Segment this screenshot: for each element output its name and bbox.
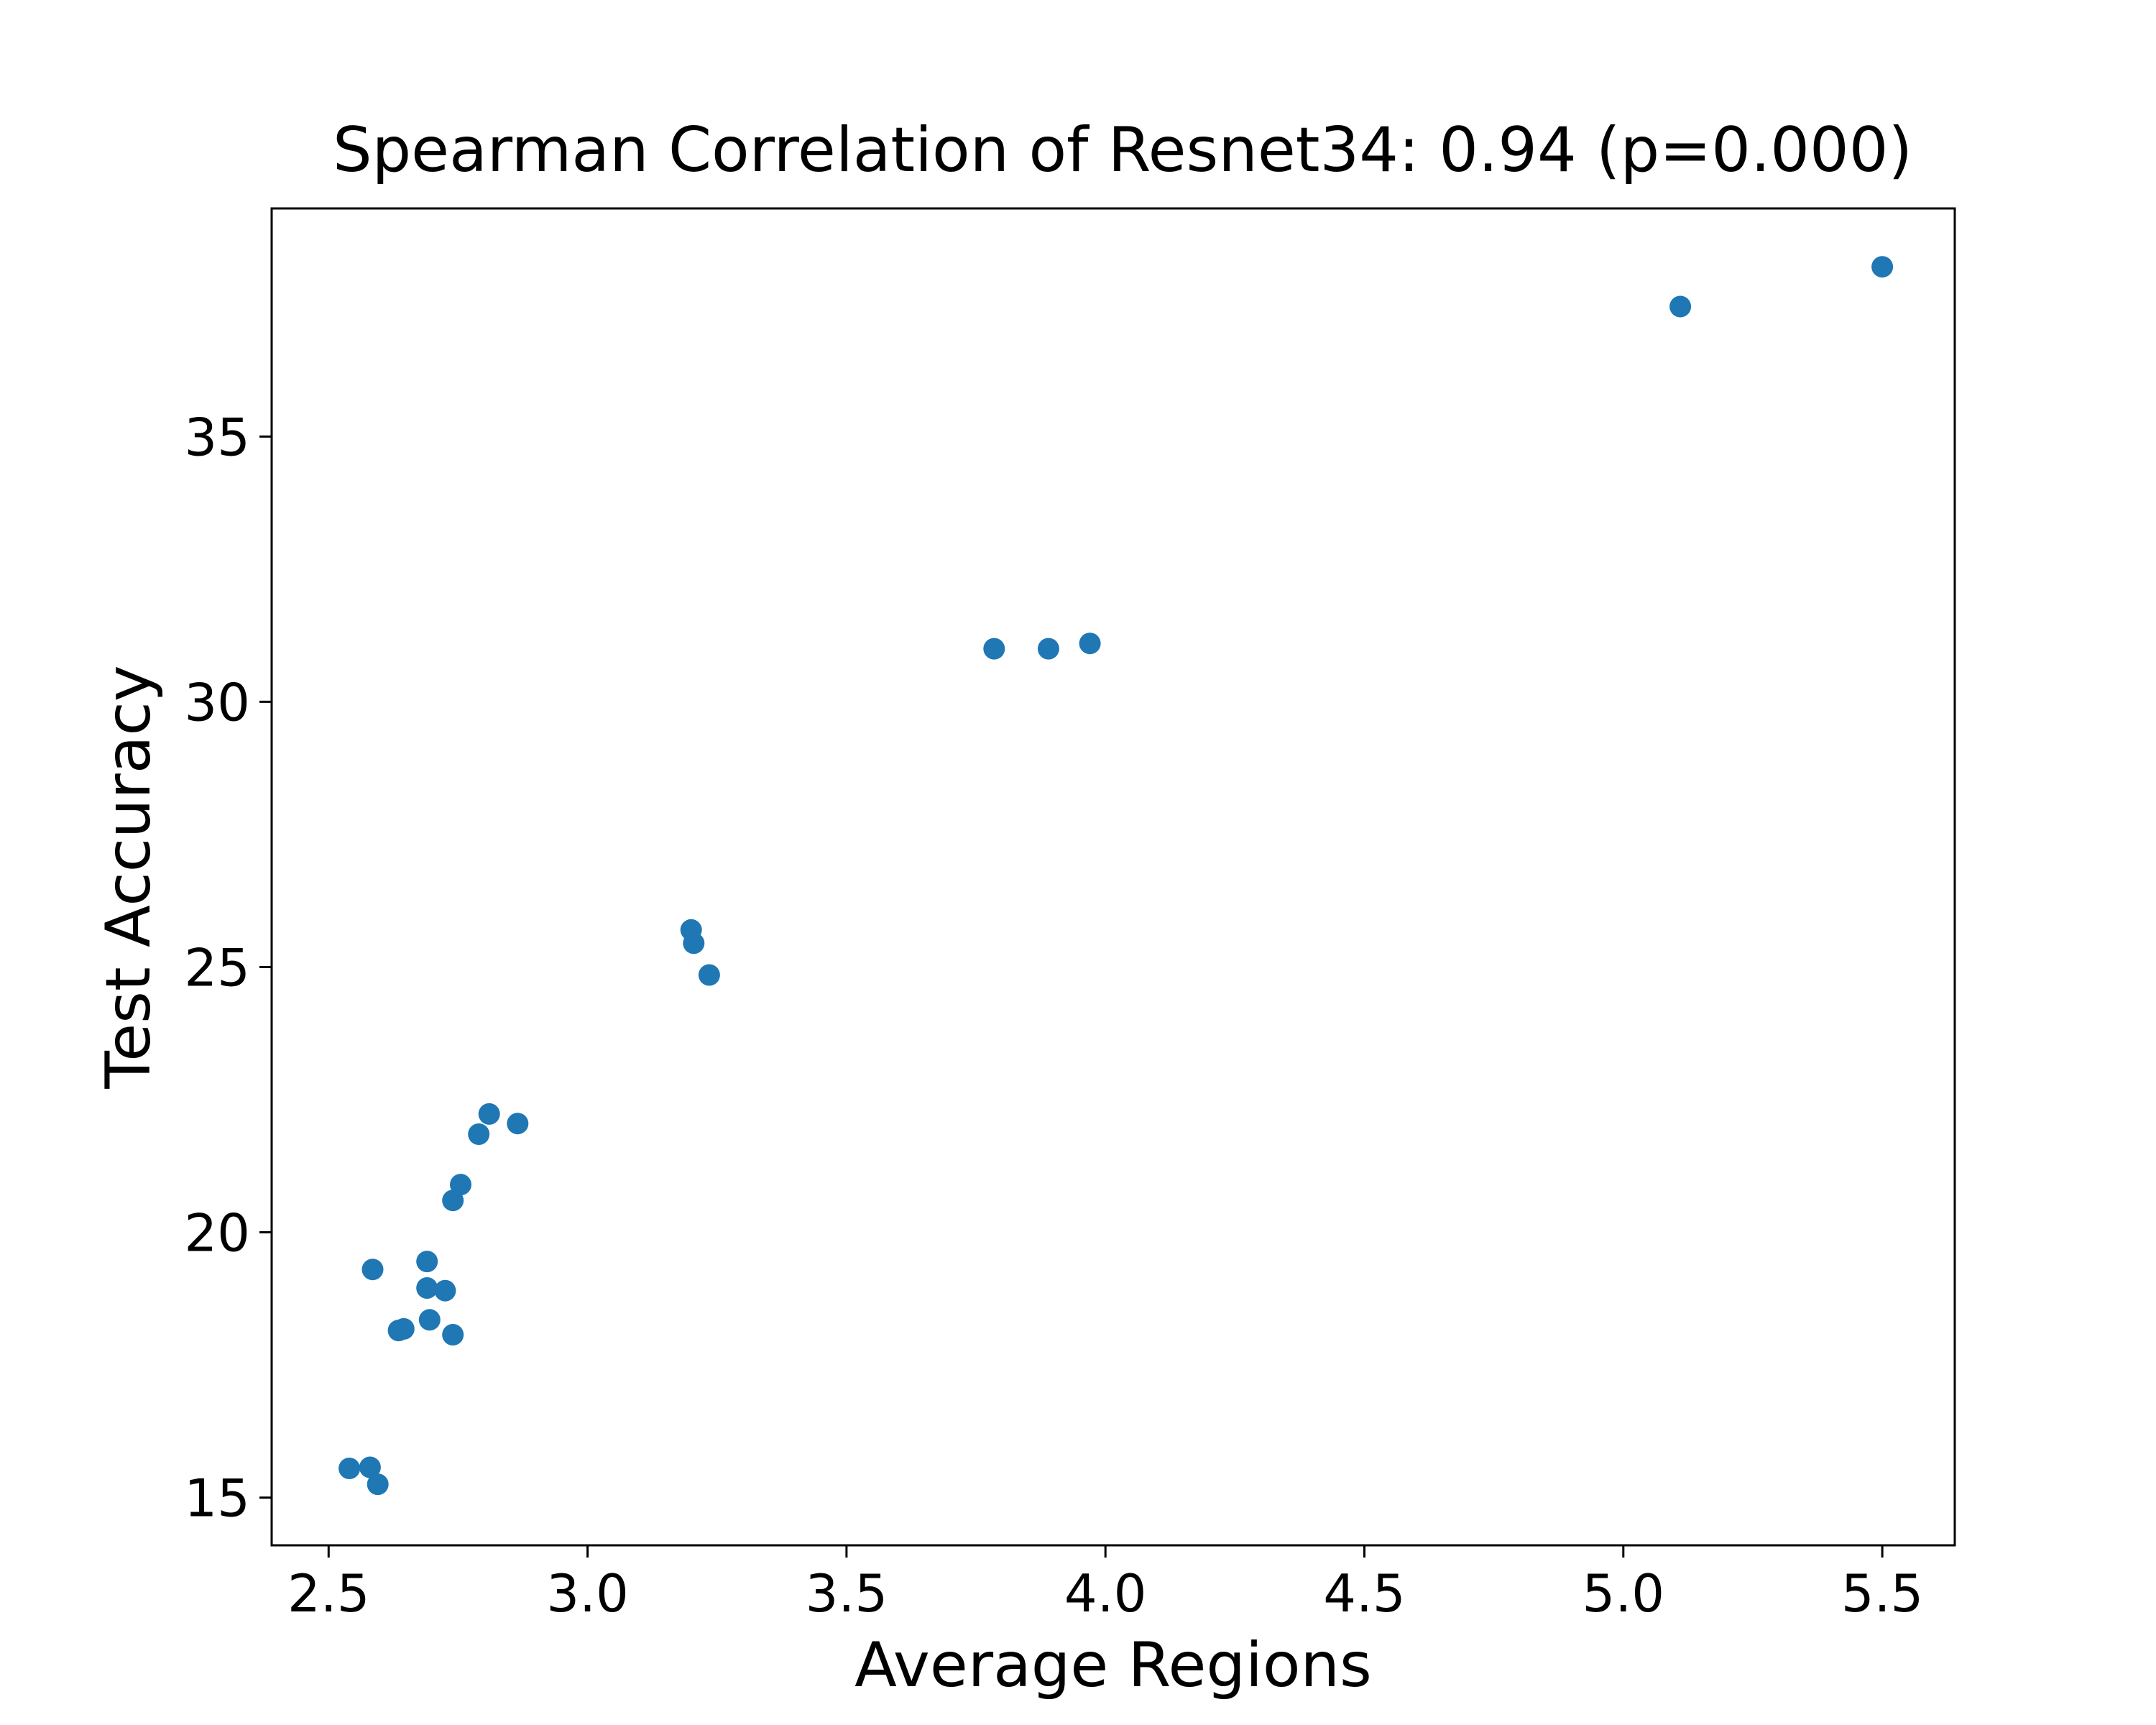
- x-tick-label: 3.0: [546, 1563, 629, 1624]
- plot-frame: [270, 207, 1956, 1547]
- data-point-19: [698, 964, 720, 986]
- data-point-15: [478, 1103, 500, 1125]
- y-tick-label: 30: [184, 672, 250, 732]
- data-point-2: [359, 1456, 381, 1478]
- data-point-23: [1669, 295, 1692, 318]
- x-axis-label: Average Regions: [854, 1629, 1372, 1701]
- x-tick-label: 4.0: [1064, 1563, 1147, 1624]
- data-point-22: [1079, 632, 1101, 655]
- data-point-7: [416, 1251, 438, 1273]
- data-point-8: [416, 1277, 438, 1299]
- y-axis-ticks: 15 20 25 30 35: [184, 407, 272, 1529]
- data-point-13: [450, 1174, 471, 1196]
- y-tick-label: 25: [184, 937, 250, 998]
- chart-title: Spearman Correlation of Resnet34: 0.94 (…: [333, 114, 1912, 186]
- data-point-10: [434, 1279, 456, 1302]
- y-tick-label: 20: [184, 1203, 250, 1264]
- data-points: [338, 256, 1894, 1496]
- data-point-4: [361, 1259, 384, 1281]
- y-tick-label: 15: [184, 1468, 250, 1529]
- x-axis-ticks: 2.5 3.0 3.5 4.0 4.5 5.0 5.5: [287, 1545, 1923, 1624]
- y-axis-label: Test Accuracy: [93, 665, 165, 1089]
- y-tick-label: 35: [184, 407, 250, 467]
- x-tick-label: 2.5: [287, 1563, 370, 1624]
- data-point-6: [392, 1317, 415, 1340]
- data-point-24: [1871, 256, 1894, 278]
- data-point-16: [507, 1113, 529, 1135]
- data-point-1: [338, 1458, 361, 1479]
- x-tick-label: 4.5: [1323, 1563, 1406, 1624]
- data-point-11: [442, 1324, 464, 1346]
- x-tick-label: 3.5: [806, 1563, 888, 1624]
- data-point-18: [683, 932, 705, 954]
- data-point-21: [1037, 638, 1059, 660]
- data-point-20: [983, 638, 1005, 660]
- data-point-9: [418, 1309, 441, 1331]
- x-tick-label: 5.5: [1841, 1563, 1924, 1624]
- data-point-14: [468, 1123, 490, 1145]
- data-point-3: [367, 1473, 389, 1496]
- x-tick-label: 5.0: [1583, 1563, 1665, 1624]
